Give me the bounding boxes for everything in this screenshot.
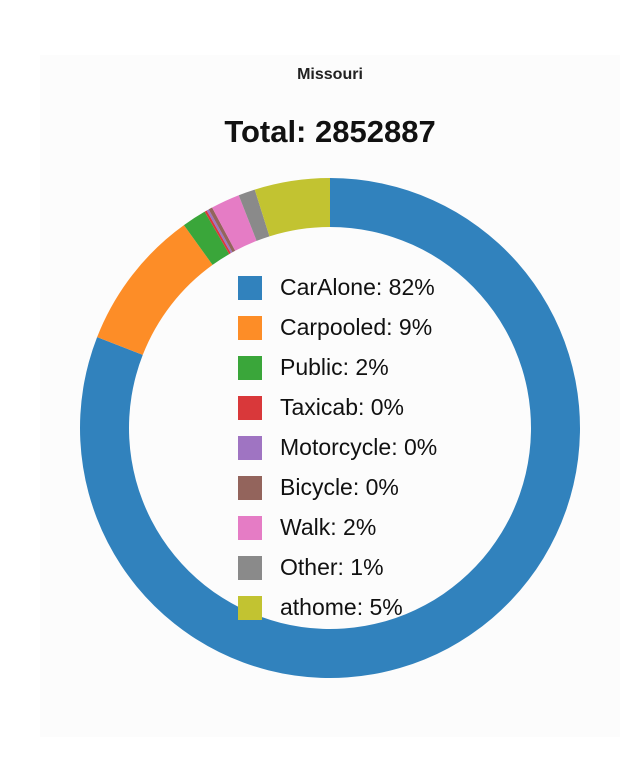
slice-bicycle[interactable]	[208, 207, 236, 253]
legend-label-walk: Walk: 2%	[280, 514, 376, 540]
legend-label-carpooled: Carpooled: 9%	[280, 314, 432, 340]
legend-label-bicycle: Bicycle: 0%	[280, 474, 399, 500]
legend-swatch-walk	[238, 516, 262, 540]
legend-label-motorcycle: Motorcycle: 0%	[280, 434, 437, 460]
legend-swatch-taxicab	[238, 396, 262, 420]
slice-taxicab[interactable]	[204, 210, 231, 255]
legend-swatch-caralone	[238, 276, 262, 300]
slice-walk[interactable]	[212, 195, 257, 251]
legend-label-public: Public: 2%	[280, 354, 389, 380]
slice-other[interactable]	[238, 189, 270, 241]
legend-swatch-carpooled	[238, 316, 262, 340]
chart-title: Missouri	[297, 66, 363, 83]
slice-athome[interactable]	[254, 178, 330, 237]
slice-motorcycle[interactable]	[206, 209, 233, 254]
legend-swatch-public	[238, 356, 262, 380]
legend-swatch-athome	[238, 596, 262, 620]
legend-label-caralone: CarAlone: 82%	[280, 274, 435, 300]
legend-swatch-other	[238, 556, 262, 580]
legend-label-taxicab: Taxicab: 0%	[280, 394, 404, 420]
legend-label-other: Other: 1%	[280, 554, 384, 580]
chart-panel	[40, 55, 620, 737]
donut-slices	[80, 178, 580, 678]
slice-public[interactable]	[183, 211, 230, 265]
legend-swatch-bicycle	[238, 476, 262, 500]
slice-carpooled[interactable]	[97, 225, 213, 355]
legend-swatch-motorcycle	[238, 436, 262, 460]
legend-label-athome: athome: 5%	[280, 594, 403, 620]
chart-total: Total: 2852887	[224, 114, 436, 149]
chart-legend: CarAlone: 82% Carpooled: 9% Public: 2% Taxi…	[238, 274, 437, 620]
